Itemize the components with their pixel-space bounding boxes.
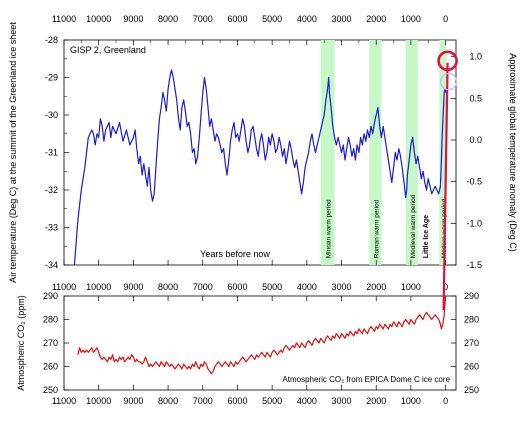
y-tick-label: 270 (43, 338, 58, 348)
x-tick-label: 7000 (193, 282, 213, 292)
x-tick-label: 2000 (366, 14, 386, 24)
y-tick-label: 280 (43, 315, 58, 325)
y2-tick-label: 1.0 (469, 52, 482, 62)
x-tick-label: 6000 (227, 14, 247, 24)
x-tick-label: 3000 (332, 282, 352, 292)
greenland-temperature-panel: Minoan warm period Roman warm period Medie… (8, 14, 518, 283)
y2-tick-label: 280 (464, 315, 479, 325)
y-tick-label: 260 (43, 362, 58, 372)
x-tick-label: 5000 (262, 282, 282, 292)
y-tick-label: -30 (45, 110, 58, 120)
y2-axis-label: Approximate global temperature anomaly (… (508, 53, 518, 252)
x-tick-label: 3000 (332, 14, 352, 24)
y-tick-label: -33 (45, 223, 58, 233)
x-tick-label: 1000 (401, 282, 421, 292)
x-tick-label: 4000 (297, 396, 317, 406)
x-tick-label: 11000 (52, 14, 76, 24)
x-tick-label: 10000 (86, 396, 111, 406)
x-tick-label: 9000 (123, 14, 143, 24)
co2-axis-label: Atmospheric CO₂ (ppm) (16, 295, 26, 391)
y2-tick-label: 270 (464, 338, 479, 348)
y-tick-label: 250 (43, 385, 58, 395)
x-tick-label: 4000 (297, 282, 317, 292)
x-tick-label: 10000 (86, 282, 111, 292)
co2-panel: 1100011000100001000090009000800080007000… (16, 282, 479, 406)
x-tick-label: 10000 (86, 14, 111, 24)
x-tick-label: 11000 (52, 282, 76, 292)
co2-temperature-connector-line (442, 62, 449, 311)
panel-label: GISP 2, Greenland (70, 45, 146, 55)
top-plot-frame (63, 39, 457, 266)
x-tick-label: 9000 (123, 396, 143, 406)
x-tick-label: 8000 (158, 396, 178, 406)
x-tick-label: 2000 (366, 282, 386, 292)
x-tick-label: 8000 (158, 282, 178, 292)
y-tick-label: -29 (45, 73, 58, 83)
temperature-series-line (73, 69, 447, 266)
x-tick-label: 11000 (52, 396, 76, 406)
period-label: Roman warm period (373, 199, 380, 258)
x-tick-label: 0 (443, 282, 448, 292)
x-tick-label: 6000 (227, 282, 247, 292)
y-tick-label: -28 (45, 35, 58, 45)
x-tick-label: 7000 (193, 14, 213, 24)
x-tick-label: 0 (443, 396, 448, 406)
period-band (439, 40, 447, 265)
x-tick-label: 7000 (193, 396, 213, 406)
y2-tick-label: 0.5 (469, 93, 482, 103)
y2-tick-label: 250 (464, 385, 479, 395)
y2-tick-label: -0.5 (466, 177, 482, 187)
y-tick-label: -32 (45, 185, 58, 195)
y-tick-label: 290 (43, 291, 58, 301)
x-tick-label: 6000 (227, 396, 247, 406)
co2-series-line (77, 295, 447, 375)
co2-source-annotation: Atmospheric CO₂ from EPICA Dome C ice co… (282, 375, 450, 384)
y-tick-label: -31 (45, 148, 58, 158)
x-tick-label: 5000 (262, 396, 282, 406)
y2-tick-label: -1.0 (466, 218, 482, 228)
modern-link-overlay (437, 50, 458, 311)
highlight-circle-faint (439, 73, 458, 91)
period-band (369, 40, 382, 265)
x-tick-label: 2000 (366, 396, 386, 406)
period-label: Medieval warm period (410, 194, 417, 258)
y2-tick-label: 260 (464, 362, 479, 372)
y-axis-label: Air temperature (Deg C) at the summit of… (8, 22, 18, 283)
x-tick-label: 1000 (401, 396, 421, 406)
x-tick-label: 3000 (332, 396, 352, 406)
y2-tick-label: 0.0 (469, 135, 482, 145)
x-tick-label: 8000 (158, 14, 178, 24)
y2-tick-label: 290 (464, 291, 479, 301)
y2-tick-label: -1.5 (466, 260, 482, 270)
period-label: Little Ice Age (423, 215, 430, 258)
period-label: Minoan warm period (326, 199, 333, 258)
x-tick-label: 1000 (401, 14, 421, 24)
x-axis-label: Years before now (200, 249, 270, 259)
x-tick-label: 5000 (262, 14, 282, 24)
period-band (405, 40, 418, 265)
highlight-circle (437, 50, 458, 72)
x-tick-label: 4000 (297, 14, 317, 24)
y-tick-label: -34 (45, 260, 58, 270)
period-band (320, 40, 335, 265)
x-tick-label: 0 (443, 14, 448, 24)
x-tick-label: 9000 (123, 282, 143, 292)
